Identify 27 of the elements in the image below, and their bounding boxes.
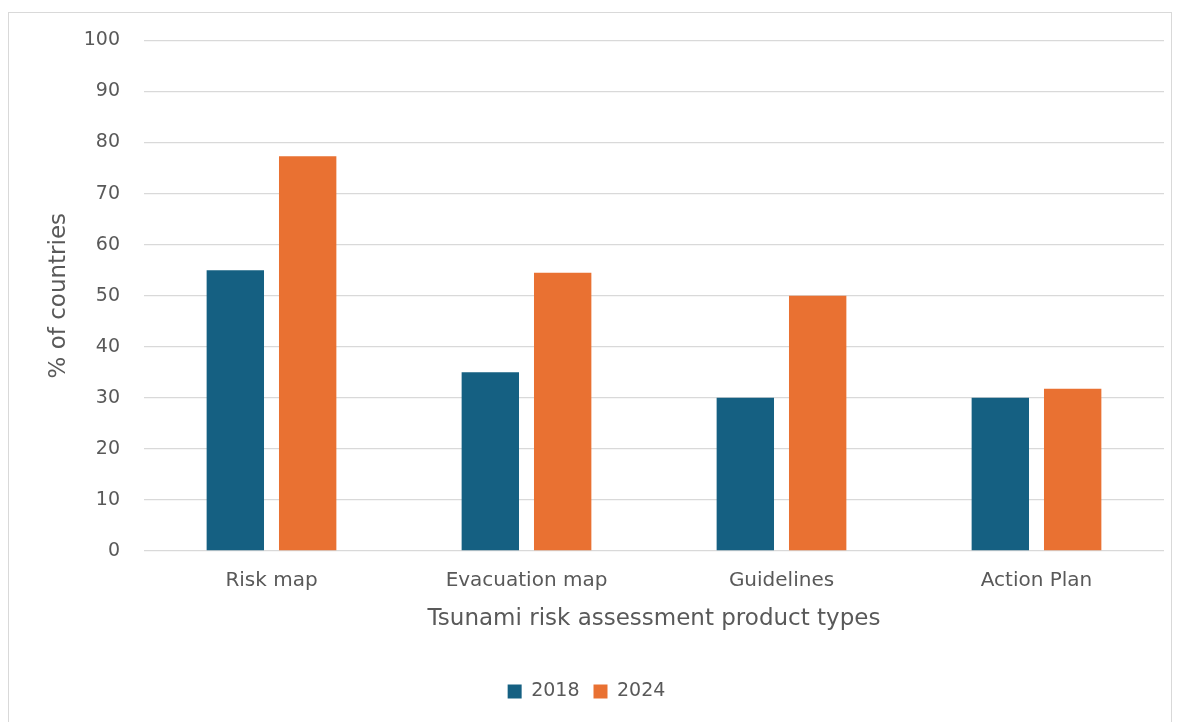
y-tick-label: 0 [107,537,120,560]
bar [278,156,337,551]
y-tick-label: 30 [95,384,120,407]
bar [788,295,847,551]
y-axis-title: % of countries [43,212,70,379]
y-tick-label: 20 [95,435,120,458]
y-tick-label: 60 [95,231,120,254]
y-tick-label: 10 [95,486,120,509]
bar [1043,388,1102,551]
bar [461,372,520,551]
x-tick-label: Risk map [225,567,318,592]
x-tick-label: Guidelines [728,567,835,592]
bar [533,272,592,551]
y-tick-label: 80 [95,129,120,152]
legend-label: 2018 [531,678,580,701]
y-tick-label: 70 [95,180,120,203]
legend-label: 2024 [617,678,666,701]
y-tick-label: 40 [95,333,120,356]
x-tick-label: Action Plan [980,567,1093,592]
bar [206,270,265,551]
y-tick-label: 50 [95,282,120,305]
bar [971,397,1030,551]
y-tick-label: 90 [95,78,120,101]
x-tick-label: Evacuation map [445,567,608,592]
bar [716,397,775,551]
y-tick-label: 100 [83,27,120,50]
x-axis-title: Tsunami risk assessment product types [426,604,881,631]
